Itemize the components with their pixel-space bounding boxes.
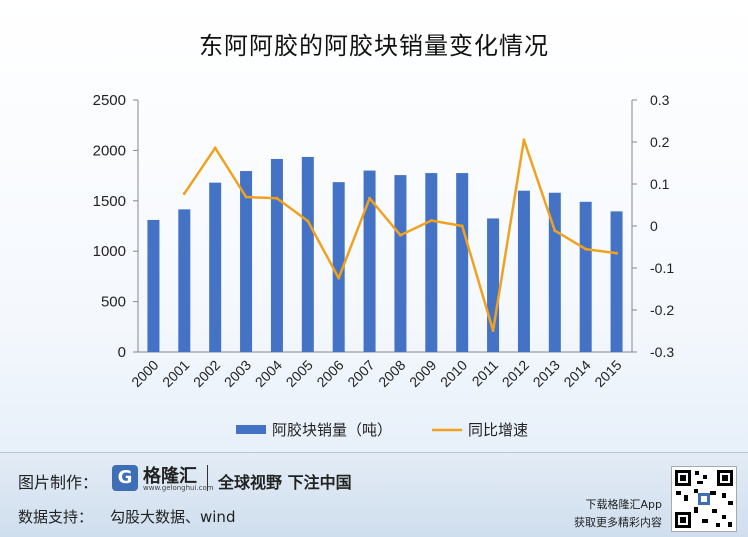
bar bbox=[610, 211, 623, 352]
image-credit-label: 图片制作： bbox=[18, 473, 99, 492]
growth-point bbox=[368, 196, 372, 200]
growth-point bbox=[182, 192, 186, 196]
bar bbox=[240, 171, 253, 352]
bar bbox=[147, 219, 160, 352]
data-support-label: 数据支持： bbox=[18, 508, 94, 526]
y-left-tick-label: 1500 bbox=[93, 193, 126, 210]
x-tick-label: 2001 bbox=[159, 357, 192, 390]
growth-point bbox=[337, 276, 341, 280]
y-right-tick-label: 0.1 bbox=[650, 176, 670, 192]
y-left-tick-label: 2500 bbox=[93, 92, 126, 109]
chart-svg: 0 500 1000 1500 2000 2500 -0.3 -0.2 -0.1 0 0.1 0.2 0… bbox=[93, 92, 675, 439]
bar bbox=[425, 173, 438, 352]
y-right-tick-label: 0.2 bbox=[650, 134, 670, 150]
y-right-tick-label: 0 bbox=[650, 218, 658, 234]
bar bbox=[209, 182, 222, 352]
x-tick-label: 2004 bbox=[252, 357, 285, 390]
bar bbox=[394, 175, 407, 352]
gelonghui-logo-icon: G bbox=[112, 465, 138, 491]
x-tick-label: 2013 bbox=[530, 357, 563, 390]
download-line-1: 下载格隆汇App bbox=[585, 498, 663, 511]
y-right-tick-label: -0.2 bbox=[650, 302, 674, 318]
y-right-tick-label: -0.3 bbox=[650, 344, 674, 360]
x-tick-label: 2009 bbox=[406, 357, 439, 390]
legend-bar-swatch bbox=[236, 425, 266, 434]
slogan: 全球视野 下注中国 bbox=[218, 473, 352, 492]
footer: 图片制作： G 格隆汇 www.gelonghui.com 全球视野 下注中国 … bbox=[0, 453, 748, 537]
x-tick-label: 2012 bbox=[499, 357, 532, 390]
growth-point bbox=[584, 247, 588, 251]
chart-title: 东阿阿胶的阿胶块销量变化情况 bbox=[199, 32, 549, 60]
legend-line-label: 同比增速 bbox=[468, 421, 528, 439]
y-left-tick-label: 500 bbox=[101, 294, 126, 311]
growth-point bbox=[306, 219, 310, 223]
growth-point bbox=[522, 138, 526, 142]
x-tick-label: 2002 bbox=[190, 357, 223, 390]
bar bbox=[301, 156, 314, 352]
x-tick-label: 2008 bbox=[375, 357, 408, 390]
data-source: 勾股大数据、wind bbox=[110, 508, 236, 526]
growth-point bbox=[244, 195, 248, 199]
logo-name: 格隆汇 bbox=[143, 466, 197, 487]
x-tick-label: 2005 bbox=[283, 357, 316, 390]
bar bbox=[332, 182, 345, 352]
growth-point bbox=[213, 146, 217, 150]
x-tick-label: 2014 bbox=[560, 357, 593, 390]
bar bbox=[363, 170, 376, 352]
y-left-tick-label: 0 bbox=[118, 344, 126, 361]
x-tick-label: 2010 bbox=[437, 357, 470, 390]
logo-divider bbox=[207, 465, 208, 491]
bar bbox=[456, 173, 469, 352]
growth-point bbox=[398, 233, 402, 237]
x-tick-label: 2007 bbox=[344, 357, 377, 390]
y-right-tick-label: 0.3 bbox=[650, 92, 670, 108]
qr-code-icon[interactable] bbox=[671, 466, 737, 532]
x-tick-label: 2003 bbox=[221, 357, 254, 390]
growth-point bbox=[615, 251, 619, 255]
growth-point bbox=[553, 229, 557, 233]
x-tick-label: 2006 bbox=[313, 357, 346, 390]
x-tick-label: 2000 bbox=[128, 357, 161, 390]
logo-url: www.gelonghui.com bbox=[143, 484, 214, 492]
bar bbox=[517, 190, 530, 352]
growth-point bbox=[460, 224, 464, 228]
growth-point bbox=[491, 329, 495, 333]
footer-divider bbox=[0, 452, 748, 453]
bar bbox=[579, 201, 592, 352]
download-line-2: 获取更多精彩内容 bbox=[574, 516, 662, 529]
y-left-tick-label: 1000 bbox=[93, 243, 126, 260]
x-tick-label: 2011 bbox=[469, 357, 502, 390]
bar bbox=[270, 158, 283, 352]
bar bbox=[178, 209, 191, 352]
legend-bar-label: 阿胶块销量（吨） bbox=[272, 421, 392, 439]
growth-point bbox=[275, 196, 279, 200]
y-left-tick-label: 2000 bbox=[93, 142, 126, 159]
x-tick-label: 2015 bbox=[591, 357, 624, 390]
y-right-tick-label: -0.1 bbox=[650, 260, 674, 276]
growth-point bbox=[429, 219, 433, 223]
